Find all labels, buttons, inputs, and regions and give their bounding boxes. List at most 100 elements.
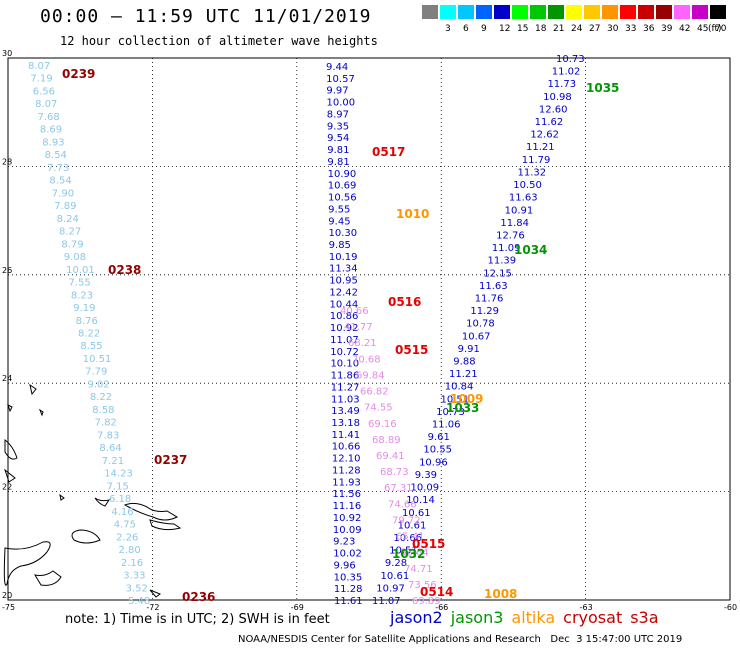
wave-height-value: 7.55 <box>68 278 90 289</box>
wave-height-value: 74.71 <box>404 564 433 575</box>
altimeter-tracks: 8.07 7.196.56 8.07 7.68 8.698.93 8.54 7.73 8.54… <box>28 54 619 607</box>
wave-height-value: 69.16 <box>368 419 397 430</box>
wave-height-value: 12.42 <box>329 287 358 298</box>
wave-height-value: 10.10 <box>330 359 359 370</box>
caribbean-islands <box>3 383 182 598</box>
legend-label: 24 <box>571 24 583 34</box>
wave-height-value: 11.84 <box>500 218 529 229</box>
longitude-label: -63 <box>580 603 593 612</box>
wave-height-value: 6.18 <box>109 494 131 505</box>
legend-swatch <box>548 5 564 19</box>
wave-height-value: 12.62 <box>530 130 559 141</box>
wave-height-value: 10.98 <box>543 92 572 103</box>
pass-label: 0238 <box>108 263 141 277</box>
wave-height-value: 11.79 <box>522 155 551 166</box>
wave-height-value: 11.06 <box>432 420 461 431</box>
wave-height-value: 13.49 <box>331 406 360 417</box>
wave-height-value: 8.76 <box>76 316 98 327</box>
wave-height-value: 12.76 <box>496 230 525 241</box>
wave-height-value: 8.64 <box>99 443 121 454</box>
pass-label: 0236 <box>182 590 215 604</box>
wave-height-value: 66.82 <box>360 387 389 398</box>
wave-height-value: 9.96 <box>333 560 355 571</box>
lat-lon-grid: 30 28 26 24 22 20 -75 -72 -69 -66 -63 -60 <box>2 49 737 612</box>
legend-swatch <box>710 5 726 19</box>
wave-height-value: 83.64 <box>400 548 429 559</box>
wave-height-value: 10.95 <box>329 276 358 287</box>
wave-height-value: 8.54 <box>49 176 71 187</box>
legend-swatch <box>620 5 636 19</box>
wave-height-value: 10.55 <box>423 445 452 456</box>
legend-swatch <box>458 5 474 19</box>
wave-height-value: 11.32 <box>517 167 546 178</box>
legend-swatch <box>674 5 690 19</box>
wave-height-value: 10.69 <box>328 181 357 192</box>
longitude-label: -60 <box>724 603 737 612</box>
wave-height-value: 12.15 <box>483 268 512 279</box>
wave-height-value: 7.15 <box>107 481 129 492</box>
wave-height-value: 68.89 <box>372 435 401 446</box>
latitude-label: 22 <box>2 483 12 492</box>
wave-height-value: 9.97 <box>326 86 348 97</box>
wave-height-value: 10.51 <box>440 394 469 405</box>
wave-height-value: 9.81 <box>327 145 349 156</box>
wave-height-value: 10.73 <box>436 407 465 418</box>
pass-label: 0239 <box>62 67 95 81</box>
wave-height-value: 11.73 <box>547 79 576 90</box>
wave-height-value: 4.16 <box>111 507 133 518</box>
latitude-label: 30 <box>2 49 12 58</box>
legend-swatch <box>512 5 528 19</box>
wave-height-value: 10.09 <box>411 483 440 494</box>
wave-height-value: 73.56 <box>408 580 437 591</box>
wave-height-value: 11.62 <box>535 117 564 128</box>
wave-height-value: 69.41 <box>376 451 405 462</box>
wave-height-value: 10.44 <box>330 299 359 310</box>
wave-height-value: 10.66 <box>332 442 361 453</box>
wave-height-value: 14.23 <box>104 469 133 480</box>
wave-height-value: 8.24 <box>57 214 79 225</box>
wave-height-value: 65.41 <box>396 532 425 543</box>
legend-label: 12 <box>499 24 511 34</box>
wave-height-value: 10.57 <box>326 74 355 85</box>
wave-height-value: 10.91 <box>505 205 534 216</box>
wave-height-value: 9.02 <box>88 379 110 390</box>
longitude-label: -75 <box>2 603 15 612</box>
wave-height-value: 8.58 <box>92 405 114 416</box>
satellite-jason2: jason2 <box>390 608 443 627</box>
wave-height-value: 11.39 <box>488 256 517 267</box>
wave-height-value: 11.41 <box>332 430 361 441</box>
pass-label: 0516 <box>388 295 421 309</box>
wave-height-value: 9.44 <box>326 62 348 73</box>
wave-height-value: 10.96 <box>419 457 448 468</box>
legend-label: 21 <box>553 24 565 34</box>
latitude-label: 24 <box>2 374 12 383</box>
chart-title: 00:00 – 11:59 UTC 11/01/2019 <box>40 6 372 27</box>
legend-label: 70 <box>715 24 727 34</box>
wave-height-value: 40.66 <box>340 306 369 317</box>
legend-label: 18 <box>535 24 547 34</box>
legend-swatch <box>494 5 510 19</box>
wave-height-value: 11.16 <box>333 501 362 512</box>
wave-height-value: 10.35 <box>334 572 363 583</box>
satellite-legend: jason2 jason3 altika cryosat s3a <box>390 608 667 627</box>
wave-height-value: 8.69 <box>40 125 62 136</box>
wave-height-value: 3.33 <box>123 571 145 582</box>
latitude-label: 28 <box>2 157 12 166</box>
wave-height-value: 11.02 <box>552 67 581 78</box>
wave-height-value: 11.28 <box>332 465 361 476</box>
wave-height-value: 9.23 <box>333 537 355 548</box>
legend-unit-label: (ft) <box>708 24 722 34</box>
wave-height-value: 12.10 <box>332 454 361 465</box>
wave-height-value: 2.26 <box>116 532 138 543</box>
legend-label: 9 <box>481 24 487 34</box>
wave-height-value: 68.73 <box>380 467 409 478</box>
legend-swatch <box>656 5 672 19</box>
wave-height-value: 9.81 <box>327 157 349 168</box>
legend-label: 45 <box>697 24 709 34</box>
pass-label: 1034 <box>514 243 547 257</box>
wave-height-value: 9.88 <box>453 357 475 368</box>
wave-height-value: 9.08 <box>64 252 86 263</box>
wave-height-value: 10.72 <box>330 347 359 358</box>
wave-height-value: 10.92 <box>330 323 359 334</box>
wave-height-value: 11.28 <box>334 584 363 595</box>
